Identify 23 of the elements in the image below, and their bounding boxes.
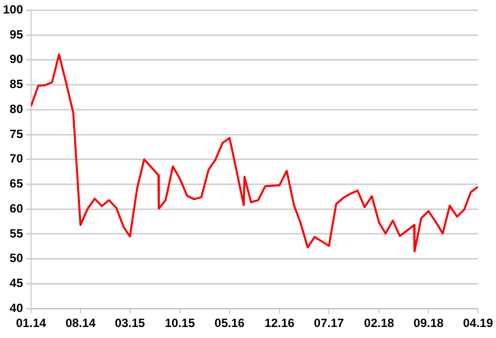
x-tick-label: 01.14 (16, 316, 46, 330)
y-tick-label: 40 (10, 300, 24, 315)
y-tick-label: 50 (10, 251, 24, 266)
y-tick-label: 95 (10, 27, 24, 42)
y-tick-label: 100 (2, 2, 24, 17)
x-tick-label: 02.18 (364, 316, 394, 330)
y-tick-label: 75 (10, 126, 24, 141)
y-tick-label: 80 (10, 102, 24, 116)
y-tick-label: 90 (10, 52, 24, 66)
x-tick-label: 04.19 (462, 316, 494, 330)
y-tick-label: 55 (10, 226, 24, 240)
y-tick-label: 70 (10, 152, 24, 166)
y-tick-label: 60 (10, 201, 24, 216)
x-tick-label: 09.18 (414, 316, 444, 330)
y-tick-label: 85 (10, 77, 24, 92)
x-tick-label: 10.15 (164, 316, 196, 330)
x-tick-label: 12.16 (264, 316, 295, 330)
x-tick-label: 03.15 (114, 316, 146, 330)
y-tick-label: 65 (10, 176, 24, 191)
x-tick-label: 07.17 (314, 316, 344, 330)
x-tick-label: 08.14 (65, 316, 96, 330)
y-tick-label: 45 (10, 276, 24, 290)
x-tick-label: 05.16 (214, 316, 245, 330)
